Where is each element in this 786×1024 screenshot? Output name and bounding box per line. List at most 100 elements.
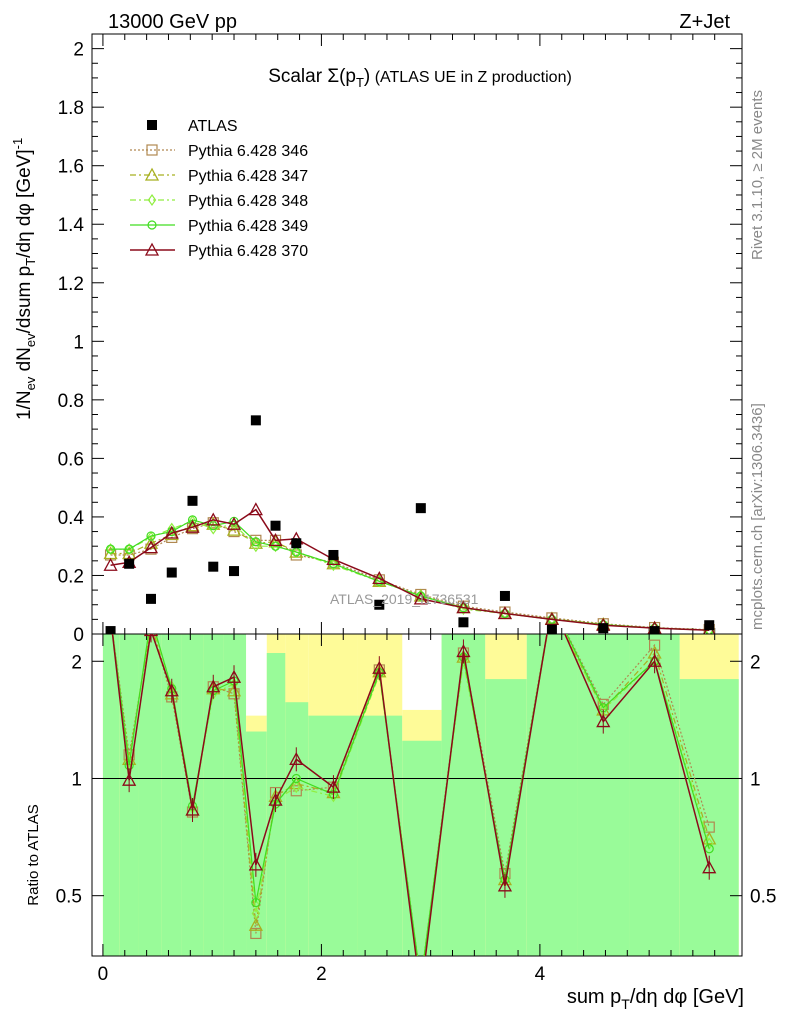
legend-marker [147,120,157,130]
series-point-4 [187,515,198,525]
green-band-bin [102,634,120,956]
x-tick-label: 0 [98,964,109,985]
atlas-point [374,599,385,610]
series-point-5 [103,557,118,571]
x-axis-label: sum pT/dη dφ [GeV] [567,986,744,1012]
ratio-y-tick-label: 0.5 [56,887,82,908]
legend-marker [144,242,160,256]
series-line-3 [110,520,710,631]
rivet-label: Rivet 3.1.10, ≥ 2M events [749,90,766,260]
ratio-point-3 [704,844,714,854]
ratio-y-tick-label: 1 [71,769,82,790]
y-tick-label: 2 [73,40,84,61]
series-point-4 [146,531,156,541]
ratio-point-2 [107,612,114,622]
atlas-point [704,620,715,631]
ratio-point-2 [251,907,261,920]
green-band-bin [679,679,739,956]
atlas-point [166,567,177,578]
series-point-3 [292,546,301,559]
series-point-5 [413,591,428,605]
ratio-point-4 [226,669,242,683]
y-tick-label: 0.6 [58,449,84,470]
ratio-point-3 [291,773,301,784]
y-tick-label: 1.8 [58,98,84,119]
y-tick-label: 0.8 [58,391,84,412]
watermark: ATLAS_2019_I1736531 [330,591,479,607]
ratio-point-3 [251,897,261,908]
ratio-point-1 [248,917,263,931]
atlas-point [649,626,660,634]
green-band-bin [223,634,247,956]
ratio-point-3 [147,613,155,621]
series-point-5 [206,512,221,526]
series-point-5 [372,571,387,585]
series-point-2 [122,546,137,560]
x-tick-label: 4 [535,964,546,985]
atlas-point [270,520,281,531]
x-tick-label: 2 [316,964,327,985]
atlas-point [187,495,198,506]
legend-label: Pythia 6.428 370 [188,243,308,260]
legend-marker [147,220,157,230]
series-point-5 [497,606,513,620]
series-point-2 [185,518,200,532]
ratio-point-4 [122,772,137,786]
ratio-point-3 [107,613,115,621]
series-point-5 [544,612,560,626]
legend-label: Pythia 6.428 347 [188,168,308,185]
ratio-point-4 [164,683,179,697]
atlas-point [250,415,261,426]
ratio-ylabel: Ratio to ATLAS [25,804,42,905]
ratio-point-4 [248,857,263,871]
ratio-point-1 [105,611,117,622]
header-left: 13000 GeV pp [108,11,237,33]
legend-label: Pythia 6.428 348 [188,193,308,210]
y-tick-label: 0.4 [58,508,85,529]
series-point-3 [251,540,261,553]
ratio-y-tick-label-right: 1 [750,769,761,790]
atlas-point [291,538,302,549]
ratio-point-4 [702,860,717,874]
ratio-point-4 [105,611,117,622]
ratio-point-4 [289,751,304,765]
atlas-point [415,503,426,514]
series-line-1 [110,522,710,631]
atlas-point [208,561,219,572]
ratio-point-0 [290,785,302,797]
ratio-point-4 [268,792,283,806]
ratio-panel: 0 2 4 0.5 1 2 0.5 1 2 [56,598,776,987]
ratio-y-tick-label-right: 0.5 [750,887,776,908]
green-band-bin [119,634,139,956]
ratio-point-4 [497,878,513,892]
green-band-bin [441,634,486,956]
y-tick-label: 1.2 [58,274,84,295]
series-point-3 [271,540,280,553]
ratio-point-4 [546,598,558,609]
green-band-bin [526,634,578,956]
series-point-5 [164,525,179,539]
legend: ATLAS Pythia 6.428 346 Pythia 6.428 347 Pyt… [130,118,308,260]
ratio-point-1 [145,618,157,629]
ratio-point-4 [647,653,662,667]
series-point-3 [188,515,197,528]
ratio-point-2 [147,615,154,625]
ratio-point-2 [417,977,424,987]
ratio-point-0 [416,977,426,987]
atlas-point [145,593,156,604]
ratio-point-4 [185,802,200,816]
atlas-point [546,624,557,634]
atlas-point [328,549,339,560]
series-line-4 [110,519,710,631]
y-tick-label: 1.4 [58,215,85,236]
atlas-point [458,617,469,628]
y-tick-label: 0 [73,625,84,646]
main-panel: 0 0.2 0.4 0.6 0.8 1 1.2 1.4 1.6 1.8 2 [58,33,743,646]
ratio-point-1 [289,776,304,790]
legend-label: Pythia 6.428 346 [188,143,308,160]
green-band-bin [402,740,442,956]
series-point-4 [208,521,218,531]
ratio-point-4 [596,714,611,728]
series-point-4 [251,537,261,547]
